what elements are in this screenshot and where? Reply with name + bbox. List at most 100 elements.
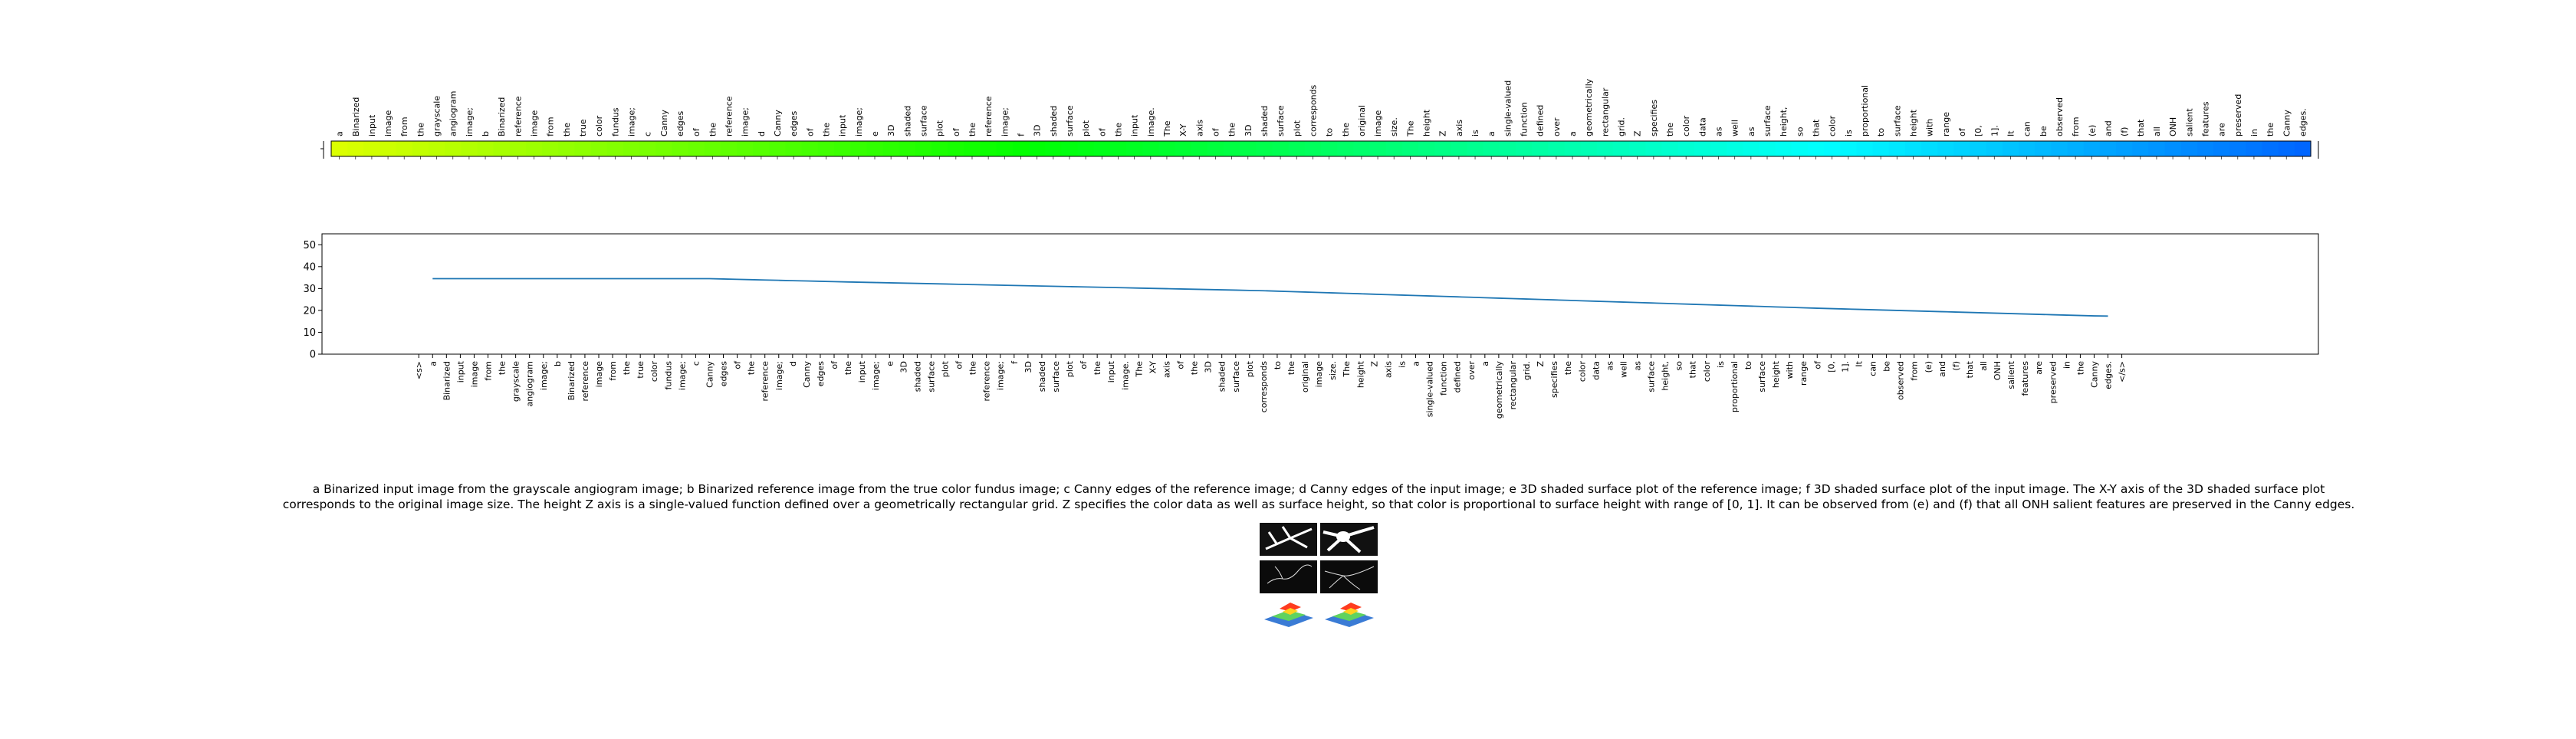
heatmap-cell: [1175, 141, 1192, 156]
edge-shape: [1324, 566, 1375, 590]
x-tick-label: d: [788, 361, 798, 366]
heatmap-token-label: specifies: [1649, 100, 1659, 136]
x-tick-label: as: [1632, 361, 1642, 371]
x-tick-label: surface: [1757, 361, 1767, 392]
heatmap-cell: [1807, 141, 1825, 156]
heatmap-cell: [2262, 141, 2279, 156]
heatmap-token-label: original: [1357, 105, 1367, 136]
heatmap-cell: [1661, 141, 1679, 156]
heatmap-token-label: corresponds: [1308, 84, 1318, 136]
heatmap-token-label: image;: [627, 107, 637, 136]
heatmap-cell: [899, 141, 916, 156]
heatmap-cell: [2180, 141, 2198, 156]
figure-thumbnail: [1260, 523, 1378, 631]
panel-bg: [1320, 560, 1378, 593]
y-tick-label: 40: [303, 261, 316, 273]
heatmap-cell: [639, 141, 656, 156]
heatmap-token-label: Canny: [2282, 110, 2292, 136]
heatmap-cell: [672, 141, 689, 156]
x-tick-label: preserved: [2048, 361, 2058, 403]
surface-highlight: [1343, 608, 1359, 615]
x-tick-label: angiogram: [525, 361, 535, 406]
heatmap-token-label: geometrically: [1584, 78, 1594, 136]
heatmap-token-label: of: [1211, 127, 1221, 136]
heatmap-cell: [850, 141, 868, 156]
optic-disc-shape: [1336, 531, 1350, 542]
x-tick-label: c: [691, 361, 701, 366]
x-tick-label: to: [1743, 361, 1753, 370]
heatmap-cell: [996, 141, 1014, 156]
x-tick-label: is: [1397, 361, 1407, 368]
heatmap-token-label: (f): [2120, 127, 2130, 136]
x-tick-label: color: [1702, 361, 1712, 383]
heatmap-token-label: axis: [1194, 120, 1204, 136]
heatmap-token-label: the: [1227, 123, 1237, 136]
binarized-reference-panel: [1320, 523, 1378, 556]
heatmap-token-label: Z: [1633, 130, 1643, 136]
x-tick-label: axis: [1162, 361, 1171, 378]
heatmap-token-label: input: [1130, 114, 1140, 136]
heatmap-cell: [2294, 141, 2312, 156]
x-tick-label: of: [955, 360, 964, 370]
heatmap-token-label: X-Y: [1178, 123, 1188, 136]
heatmap-cell: [1385, 141, 1403, 156]
heatmap-token-label: image;: [465, 107, 475, 136]
x-tick-label: color: [1577, 361, 1587, 383]
heatmap-cell: [477, 141, 495, 156]
heatmap-cell: [590, 141, 608, 156]
heatmap-token-label: of: [692, 127, 702, 136]
y-tick-label: 30: [303, 284, 316, 295]
heatmap-token-label: of: [1097, 127, 1107, 136]
surface-peak: [1340, 603, 1362, 612]
x-tick-label: so: [1674, 361, 1684, 371]
x-tick-label: the: [498, 361, 508, 375]
x-tick-label: is: [1716, 361, 1726, 368]
heatmap-cell: [1970, 141, 1987, 156]
y-tick-label: 10: [303, 327, 316, 339]
y-tick-label: 50: [303, 240, 316, 251]
x-tick-label: input: [455, 360, 465, 383]
x-tick-label: well: [1618, 361, 1628, 378]
heatmap-cell: [2051, 141, 2068, 156]
heatmap-cell: [1142, 141, 1159, 156]
x-tick-label: plot: [1065, 360, 1075, 377]
heatmap-cell: [1904, 141, 1922, 156]
heatmap-token-label: single-valued: [1503, 80, 1513, 136]
x-tick-label: image;: [996, 361, 1006, 390]
x-tick-label: height: [1771, 360, 1781, 388]
heatmap-cell: [2083, 141, 2101, 156]
x-tick-label: the: [968, 361, 978, 375]
heatmap-cell: [1288, 141, 1306, 156]
heatmap-cell: [1694, 141, 1711, 156]
x-tick-label: surface: [1231, 361, 1241, 392]
heatmap-cell: [1304, 141, 1322, 156]
canny-reference-panel: [1260, 560, 1317, 593]
x-tick-label: image;: [871, 361, 881, 390]
heatmap-cell: [948, 141, 964, 156]
heatmap-token-label: Z: [1438, 130, 1448, 136]
x-tick-label: axis: [1383, 361, 1393, 378]
x-tick-label: a: [1480, 361, 1490, 366]
x-tick-label: true: [636, 361, 646, 379]
heatmap-token-label: plot: [1292, 120, 1302, 136]
heatmap-token-label: edges: [789, 111, 799, 137]
x-tick-label: X-Y: [1148, 361, 1158, 374]
heatmap-cell: [2019, 141, 2036, 156]
heatmap-cell: [445, 141, 462, 156]
x-tick-label: as: [1605, 361, 1615, 371]
heatmap-token-label: well: [1730, 120, 1740, 136]
heatmap-cell: [1483, 141, 1500, 156]
heatmap-cell: [1710, 141, 1727, 156]
x-tick-label: surface: [926, 361, 936, 392]
vessel-shape: [1265, 526, 1313, 550]
heatmap-token-label: from: [546, 117, 556, 136]
x-tick-label: with: [1785, 361, 1795, 379]
x-tick-label: height: [1355, 360, 1365, 388]
x-tick-label: single-valued: [1425, 361, 1435, 417]
surface-reference-panel: [1260, 598, 1317, 631]
surface-mid: [1272, 610, 1306, 621]
heatmap-token-label: data: [1697, 117, 1707, 136]
heatmap-cell: [363, 141, 381, 156]
x-tick-label: rectangular: [1508, 361, 1518, 410]
